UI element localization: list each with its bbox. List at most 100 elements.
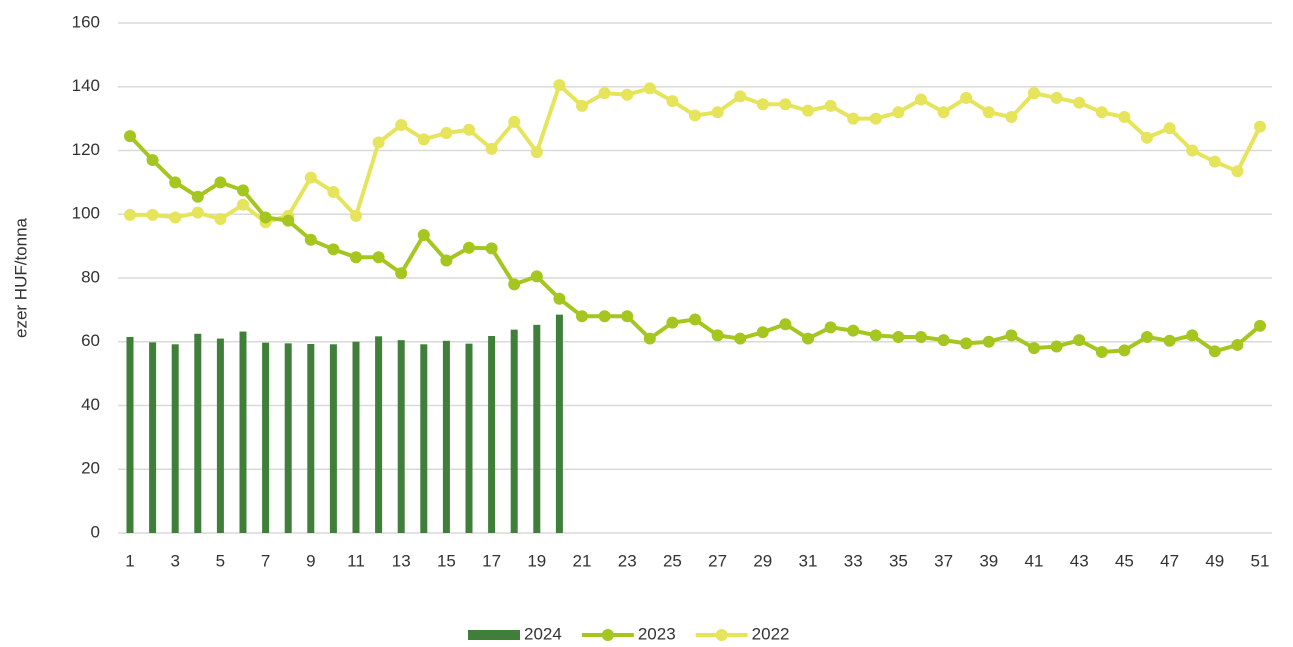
marker (779, 98, 792, 111)
bar (465, 343, 473, 533)
x-tick-label: 13 (392, 551, 411, 570)
legend-label: 2023 (638, 624, 676, 643)
marker (146, 154, 159, 167)
marker (508, 278, 521, 291)
marker (666, 95, 679, 108)
marker (530, 146, 543, 159)
x-tick-label: 33 (844, 551, 863, 570)
line (130, 83, 1262, 225)
marker (327, 185, 340, 198)
x-tick-label: 35 (889, 551, 908, 570)
legend-swatch (468, 630, 520, 640)
legend-swatch (601, 629, 614, 641)
marker (1073, 334, 1086, 347)
bar (126, 336, 134, 533)
x-tick-label: 5 (216, 551, 225, 570)
marker (417, 228, 430, 241)
x-tick-label: 3 (170, 551, 179, 570)
marker (1254, 319, 1266, 332)
bar (555, 314, 563, 533)
marker (779, 318, 792, 331)
y-tick-label: 120 (72, 140, 100, 159)
marker (711, 106, 724, 119)
marker (1254, 120, 1266, 133)
marker (485, 142, 498, 155)
marker (756, 326, 769, 339)
marker (124, 130, 136, 143)
marker (734, 332, 747, 345)
x-tick-label: 19 (527, 551, 546, 570)
y-tick-label: 160 (72, 12, 100, 31)
marker (1231, 338, 1244, 351)
marker (1095, 345, 1108, 358)
marker (191, 190, 204, 203)
marker (824, 321, 837, 334)
marker (960, 91, 973, 104)
y-tick-label: 20 (81, 459, 100, 478)
marker (1050, 340, 1063, 353)
x-tick-label: 51 (1251, 551, 1270, 570)
bar (284, 343, 292, 533)
y-tick-label: 140 (72, 76, 100, 95)
marker (463, 241, 475, 254)
marker (395, 267, 408, 280)
legend-swatch (715, 629, 728, 641)
marker (666, 316, 679, 329)
x-tick-label: 49 (1205, 551, 1224, 570)
x-tick-label: 39 (979, 551, 998, 570)
x-tick-label: 7 (261, 551, 270, 570)
marker (1141, 330, 1153, 343)
marker (802, 104, 814, 117)
marker (372, 251, 385, 264)
marker (1186, 144, 1199, 157)
bar (375, 336, 383, 533)
marker (1005, 111, 1018, 124)
marker (982, 106, 995, 119)
x-tick-label: 27 (708, 551, 727, 570)
marker (937, 334, 950, 347)
marker (892, 330, 905, 343)
bar (329, 344, 337, 533)
marker (191, 206, 204, 219)
marker (463, 123, 475, 136)
marker (869, 112, 882, 125)
y-tick-label: 100 (72, 204, 100, 223)
bar (262, 342, 270, 533)
marker (734, 90, 747, 103)
marker (169, 176, 182, 189)
marker (169, 211, 182, 224)
bar (239, 331, 247, 533)
legend-label: 2022 (752, 624, 790, 643)
marker (1028, 87, 1040, 100)
marker (892, 106, 905, 119)
marker (621, 88, 634, 101)
y-tick-label: 40 (81, 395, 100, 414)
x-tick-label: 15 (437, 551, 456, 570)
marker (1073, 96, 1086, 109)
marker (1163, 122, 1176, 135)
x-tick-label: 43 (1070, 551, 1089, 570)
x-tick-label: 29 (753, 551, 772, 570)
bar (149, 342, 157, 533)
y-tick-label: 80 (81, 267, 100, 286)
x-tick-label: 1 (125, 551, 134, 570)
marker (1028, 342, 1040, 355)
marker (124, 208, 136, 221)
marker (440, 254, 453, 267)
marker (598, 87, 611, 100)
marker (395, 119, 408, 131)
marker (259, 211, 272, 224)
bar (352, 341, 360, 533)
bar (194, 333, 202, 533)
marker (530, 270, 543, 283)
bar (510, 329, 518, 533)
marker (1231, 165, 1244, 178)
x-tick-label: 45 (1115, 551, 1134, 570)
marker (282, 214, 295, 227)
x-tick-label: 37 (934, 551, 953, 570)
bar (420, 344, 428, 533)
x-tick-label: 23 (618, 551, 637, 570)
y-axis-label: ezer HUF/tonna (11, 217, 30, 338)
marker (1163, 334, 1176, 347)
marker (214, 213, 227, 226)
